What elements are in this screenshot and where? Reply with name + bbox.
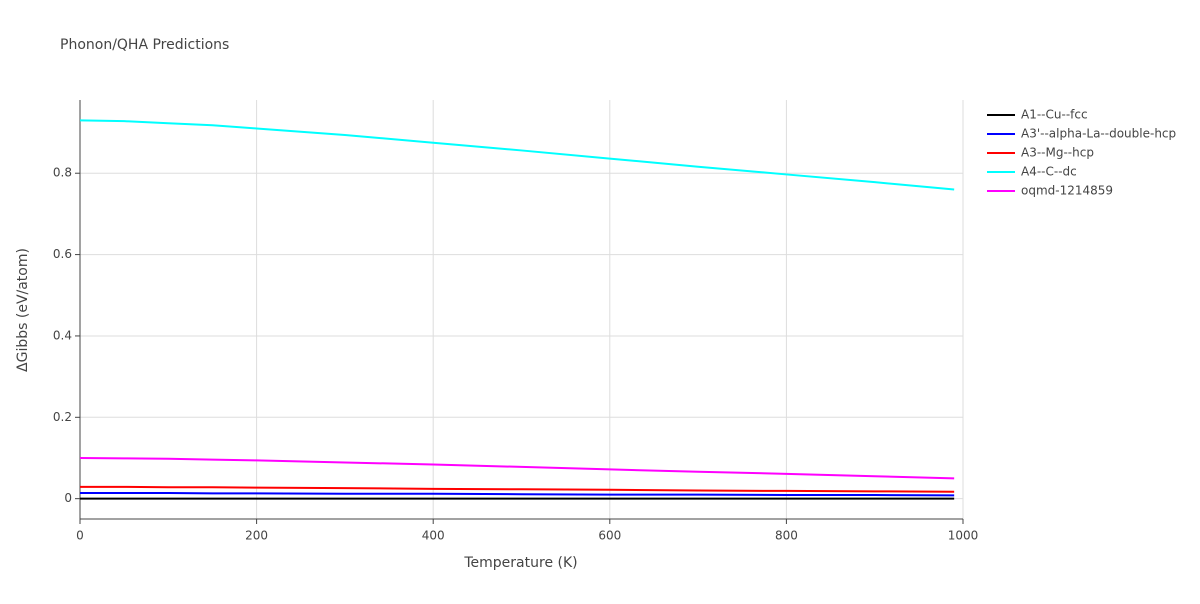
y-tick-label: 0 [64,491,72,505]
y-tick-label: 0.2 [53,410,72,424]
legend-label: A3--Mg--hcp [1021,146,1094,160]
legend-label: A4--C--dc [1021,165,1077,179]
series-line [79,456,955,480]
y-tick-label: 0.6 [53,247,72,261]
legend-label: A1--Cu--fcc [1021,108,1088,122]
x-axis-label: Temperature (K) [463,555,577,571]
series-line [80,491,955,497]
y-tick-label: 0.8 [53,166,72,180]
x-tick-label: 600 [598,529,621,543]
chart-title: Phonon/QHA Predictions [60,37,229,53]
x-tick-label: 1000 [948,529,979,543]
x-tick-label: 0 [76,529,84,543]
y-axis-label: ΔGibbs (eV/atom) [15,248,31,372]
legend-label: oqmd-1214859 [1021,184,1113,198]
legend-label: A3'--alpha-La--double-hcp [1021,127,1176,141]
series-line [79,119,955,191]
y-tick-label: 0.4 [53,328,72,342]
series-line [80,485,955,493]
x-tick-label: 200 [245,529,268,543]
x-tick-label: 800 [775,529,798,543]
x-tick-label: 400 [422,529,445,543]
